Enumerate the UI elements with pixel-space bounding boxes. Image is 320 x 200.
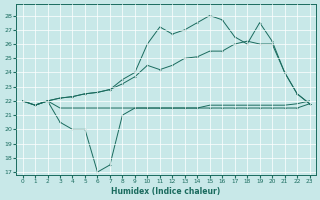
X-axis label: Humidex (Indice chaleur): Humidex (Indice chaleur) <box>111 187 221 196</box>
